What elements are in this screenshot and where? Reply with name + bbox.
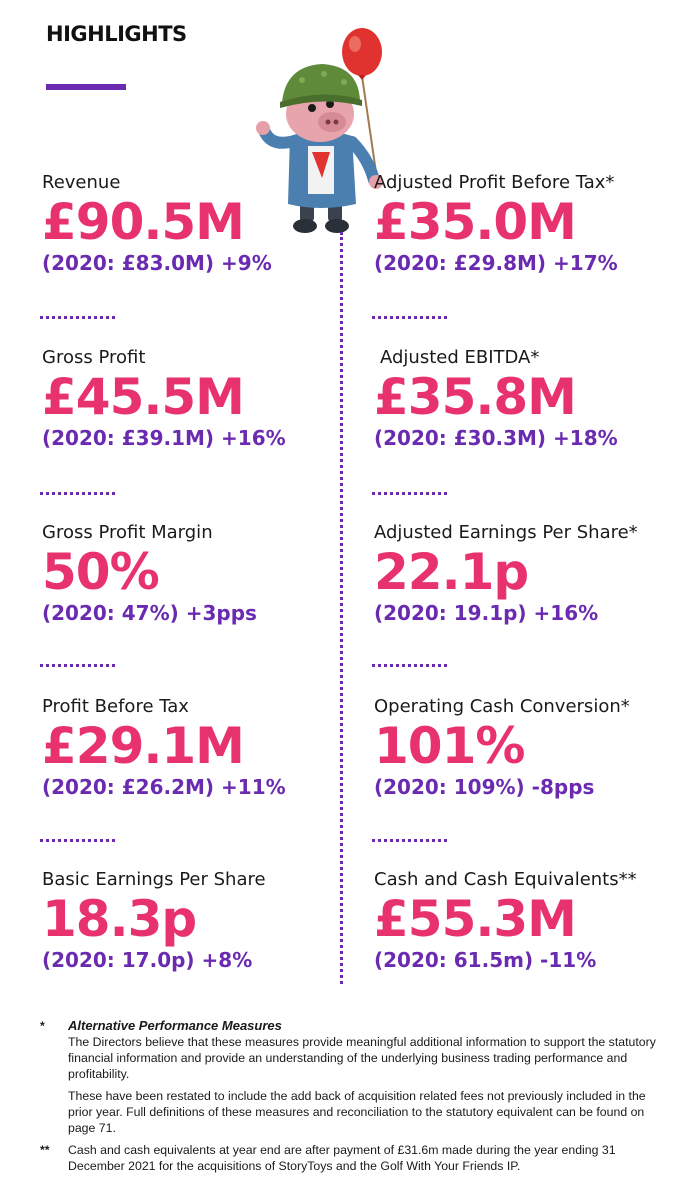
metric-label: Gross Profit Margin [42,522,213,543]
metric-comparison: (2020: 47%) +3pps [42,601,257,625]
metric-comparison: (2020: £83.0M) +9% [42,251,272,275]
metric-value: £55.3M [374,890,577,948]
metric-cash-equivalents: Cash and Cash Equivalents** £55.3M (2020… [374,869,674,973]
metric-label: Operating Cash Conversion* [374,696,630,717]
metric-operating-cash-conversion: Operating Cash Conversion* 101% (2020: 1… [374,696,674,800]
metric-value: £35.0M [374,193,577,251]
metric-value: 101% [374,717,525,775]
metric-value: 50% [42,543,160,601]
metric-label: Adjusted Profit Before Tax* [374,172,615,193]
metric-basic-eps: Basic Earnings Per Share 18.3p (2020: 17… [42,869,342,973]
section-separator [372,664,447,667]
metric-value: £90.5M [42,193,245,251]
metric-value: £45.5M [42,368,245,426]
metric-label: Gross Profit [42,347,146,368]
metric-value: 22.1p [374,543,529,601]
metric-adjusted-pbt: Adjusted Profit Before Tax* £35.0M (2020… [374,172,674,276]
section-separator [372,316,447,319]
metric-label: Cash and Cash Equivalents** [374,869,637,890]
metric-comparison: (2020: £30.3M) +18% [374,426,618,450]
metric-label: Basic Earnings Per Share [42,869,266,890]
footnote-paragraph: Cash and cash equivalents at year end ar… [68,1143,616,1173]
metric-adjusted-ebitda: Adjusted EBITDA* £35.8M (2020: £30.3M) +… [374,347,680,451]
metric-label: Profit Before Tax [42,696,189,717]
footnote-marker: ** [40,1143,50,1157]
metric-revenue: Revenue £90.5M (2020: £83.0M) +9% [42,172,342,276]
column-divider [340,232,343,984]
metric-comparison: (2020: 19.1p) +16% [374,601,599,625]
metric-comparison: (2020: £29.8M) +17% [374,251,618,275]
page-title: HIGHLIGHTS [46,22,187,46]
footnote-paragraph: These have been restated to include the … [68,1089,646,1135]
metric-comparison: (2020: 61.5m) -11% [374,948,597,972]
pig-mascot-illustration [256,28,383,233]
balloon [342,28,382,76]
green-helmet [282,64,360,102]
metric-label: Adjusted EBITDA* [380,347,540,368]
metric-value: £35.8M [374,368,577,426]
section-separator [372,839,447,842]
metric-value: 18.3p [42,890,197,948]
title-underline [46,84,126,90]
footnote-apm: * Alternative Performance Measures The D… [40,1018,670,1136]
metric-value: £29.1M [42,717,245,775]
section-separator [40,664,115,667]
metric-profit-before-tax: Profit Before Tax £29.1M (2020: £26.2M) … [42,696,342,800]
metric-adjusted-eps: Adjusted Earnings Per Share* 22.1p (2020… [374,522,674,626]
metric-label: Revenue [42,172,121,193]
metric-comparison: (2020: £39.1M) +16% [42,426,286,450]
footnote-heading: Alternative Performance Measures [68,1018,282,1033]
section-separator [40,492,115,495]
footnote-paragraph: The Directors believe that these measure… [68,1035,656,1081]
metric-comparison: (2020: £26.2M) +11% [42,775,286,799]
footnote-cash: ** Cash and cash equivalents at year end… [40,1142,670,1174]
section-separator [40,839,115,842]
footnote-marker: * [40,1019,45,1033]
metric-gross-profit: Gross Profit £45.5M (2020: £39.1M) +16% [42,347,342,451]
metric-comparison: (2020: 109%) -8pps [374,775,595,799]
metric-comparison: (2020: 17.0p) +8% [42,948,253,972]
footnotes: * Alternative Performance Measures The D… [40,1018,670,1174]
metric-gross-profit-margin: Gross Profit Margin 50% (2020: 47%) +3pp… [42,522,342,626]
metric-label: Adjusted Earnings Per Share* [374,522,638,543]
section-separator [40,316,115,319]
section-separator [372,492,447,495]
